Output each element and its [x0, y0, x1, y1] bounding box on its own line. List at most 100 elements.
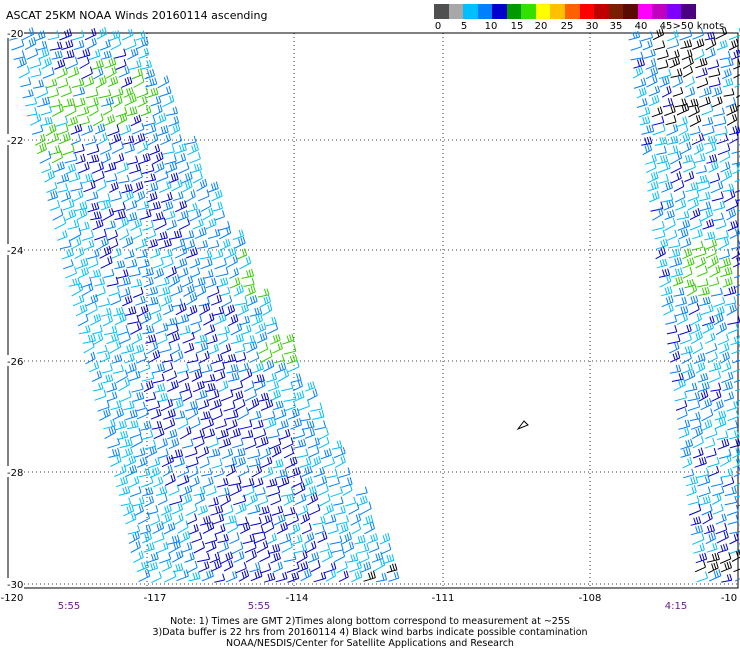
wind-barb: [97, 236, 109, 250]
wind-barb: [367, 533, 379, 544]
wind-barb: [702, 116, 714, 127]
wind-barb: [262, 303, 273, 316]
wind-barb: [676, 116, 688, 127]
wind-barb: [80, 66, 93, 80]
wind-barb: [17, 56, 27, 69]
wind-barb: [678, 132, 691, 145]
wind-barb: [652, 27, 665, 41]
legend-swatch: [492, 4, 508, 19]
wind-barb: [734, 284, 740, 288]
wind-barb: [654, 40, 666, 51]
wind-barb: [73, 39, 85, 51]
wind-barb: [141, 164, 155, 175]
wind-barb: [145, 445, 158, 458]
wind-barb: [207, 229, 221, 239]
wind-barb: [100, 200, 112, 211]
wind-barb: [283, 493, 295, 506]
wind-barb: [136, 200, 150, 211]
wind-barb: [692, 447, 704, 459]
wind-barb: [331, 440, 343, 450]
wind-barb: [260, 399, 274, 411]
wind-barb: [74, 247, 85, 260]
legend-label: 0: [434, 21, 442, 32]
wind-barb: [78, 267, 89, 279]
wind-barb: [212, 248, 224, 260]
wind-barb: [717, 438, 730, 450]
wind-barb: [205, 485, 217, 497]
wind-barb: [277, 419, 289, 431]
wind-barb: [234, 296, 248, 306]
wind-barb: [85, 294, 99, 307]
wind-barb: [705, 142, 717, 155]
wind-barb: [669, 350, 681, 363]
wind-barb: [99, 142, 112, 155]
wind-barb: [297, 399, 310, 412]
wind-barb: [106, 276, 119, 287]
wind-barb: [250, 569, 263, 582]
wind-barb: [219, 286, 231, 297]
wind-barb: [26, 107, 38, 117]
wind-barb: [697, 381, 710, 393]
wind-barb: [720, 58, 734, 69]
wind-barb: [144, 173, 157, 183]
wind-barb: [160, 249, 173, 259]
wind-barb: [92, 382, 104, 392]
wind-barb: [382, 554, 395, 564]
wind-barb: [148, 349, 161, 363]
wind-barb: [60, 85, 72, 98]
wind-barb: [250, 516, 262, 526]
wind-barb: [323, 457, 335, 468]
wind-barb: [141, 429, 154, 440]
wind-barb: [162, 464, 173, 477]
wind-barb: [109, 181, 119, 193]
wind-barb: [724, 296, 737, 306]
wind-barb: [719, 453, 732, 467]
legend-swatch: [521, 4, 537, 19]
wind-barb: [695, 362, 706, 374]
wind-barb: [702, 218, 715, 230]
wind-barb: [117, 430, 129, 440]
wind-barb: [122, 190, 134, 203]
lon-label-114: -114: [285, 593, 309, 604]
wind-barb: [123, 400, 135, 411]
wind-barb: [676, 313, 688, 326]
wind-barb: [244, 540, 257, 554]
wind-barb: [120, 390, 132, 403]
wind-barb: [144, 495, 155, 507]
wind-barb: [71, 282, 84, 297]
wind-barb: [691, 426, 703, 440]
wind-barb: [147, 505, 159, 515]
wind-barb: [63, 98, 75, 108]
wind-barb: [682, 56, 694, 70]
wind-barb: [666, 325, 678, 335]
wind-barb: [708, 370, 721, 384]
legend-label: 5: [460, 21, 468, 32]
wind-barb: [290, 373, 302, 383]
wind-barb: [141, 371, 155, 382]
wind-barb: [33, 79, 44, 89]
wind-barb: [652, 207, 664, 221]
wind-barb: [692, 38, 705, 50]
wind-barb: [287, 571, 300, 583]
wind-barb: [267, 322, 279, 335]
wind-barb: [258, 342, 269, 355]
wind-barb: [293, 438, 307, 449]
wind-barb: [59, 239, 72, 250]
wind-barb: [334, 549, 346, 563]
wind-barb: [176, 363, 190, 374]
wind-barb: [687, 98, 699, 108]
wind-barb: [137, 511, 150, 525]
wind-barb: [666, 38, 680, 50]
wind-barb: [692, 532, 705, 545]
wind-barb: [81, 230, 94, 241]
wind-barb: [152, 521, 165, 535]
wind-barb: [655, 238, 669, 250]
wind-barb: [669, 364, 682, 374]
wind-barb: [723, 391, 735, 402]
wind-barb: [246, 341, 258, 354]
wind-barb: [102, 103, 113, 116]
note-line-1: Note: 1) Times are GMT 2)Times along bot…: [170, 616, 570, 627]
wind-barb: [91, 370, 102, 383]
wind-barb: [715, 322, 727, 336]
wind-barb: [674, 190, 686, 203]
